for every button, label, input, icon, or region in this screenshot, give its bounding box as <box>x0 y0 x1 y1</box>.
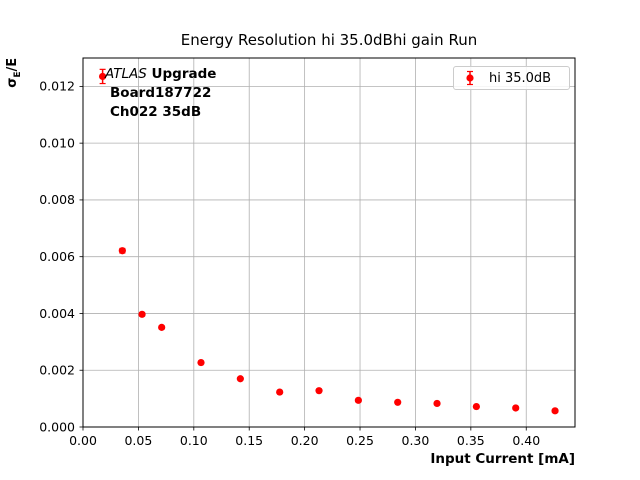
annotation-line-1: ATLAS Upgrade <box>105 65 216 84</box>
x-tick-label: 0.05 <box>124 433 152 448</box>
annotation-experiment: ATLAS <box>105 66 147 82</box>
y-axis-label-subscript: E <box>12 71 23 78</box>
data-point <box>197 358 205 367</box>
x-axis-label: Input Current [mA] <box>430 451 575 467</box>
x-tick-label: 0.20 <box>291 433 319 448</box>
x-tick-label: 0.15 <box>235 433 263 448</box>
y-tick-label: 0.002 <box>39 363 75 378</box>
legend-errorbar-icon <box>466 70 474 86</box>
data-point <box>512 404 520 412</box>
y-tick-label: 0.012 <box>39 79 75 94</box>
x-tick-label: 0.40 <box>512 433 540 448</box>
plot-frame <box>82 57 576 428</box>
chart-title: Energy Resolution hi 35.0dBhi gain Run <box>180 31 478 49</box>
annotation-line-2: Board187722 <box>110 85 212 101</box>
legend-label: hi 35.0dB <box>489 70 552 86</box>
y-axis-label-sigma: σ <box>5 77 21 88</box>
legend-box: hi 35.0dB <box>453 66 570 90</box>
x-tick-label: 0.25 <box>346 433 374 448</box>
y-tick-label: 0.008 <box>39 192 75 207</box>
data-point <box>99 72 107 81</box>
x-tick-label: 0.35 <box>457 433 485 448</box>
y-tick-label: 0.010 <box>39 135 75 150</box>
data-point <box>158 323 166 331</box>
data-point <box>315 387 323 395</box>
x-tick-label: 0.10 <box>180 433 208 448</box>
annotation-line-3: Ch022 35dB <box>110 104 202 120</box>
data-point <box>433 399 441 408</box>
y-axis-label-rest: /E <box>5 57 21 72</box>
data-point <box>276 388 284 396</box>
x-tick-label: 0.30 <box>402 433 430 448</box>
y-axis-label: σE/E <box>5 33 23 113</box>
annotation-block: ATLAS Upgrade Board187722 Ch022 35dB <box>105 65 216 122</box>
data-point <box>236 375 244 383</box>
annotation-upgrade: Upgrade <box>151 66 217 82</box>
data-point <box>551 407 559 415</box>
data-point <box>472 402 480 411</box>
x-tick-label: 0.00 <box>69 433 97 448</box>
y-tick-label: 0.004 <box>39 306 75 321</box>
data-point <box>394 398 402 406</box>
data-point <box>138 310 146 318</box>
data-point <box>354 396 362 404</box>
data-point <box>118 247 126 255</box>
y-tick-label: 0.006 <box>39 249 75 264</box>
y-tick-label: 0.000 <box>39 419 75 434</box>
